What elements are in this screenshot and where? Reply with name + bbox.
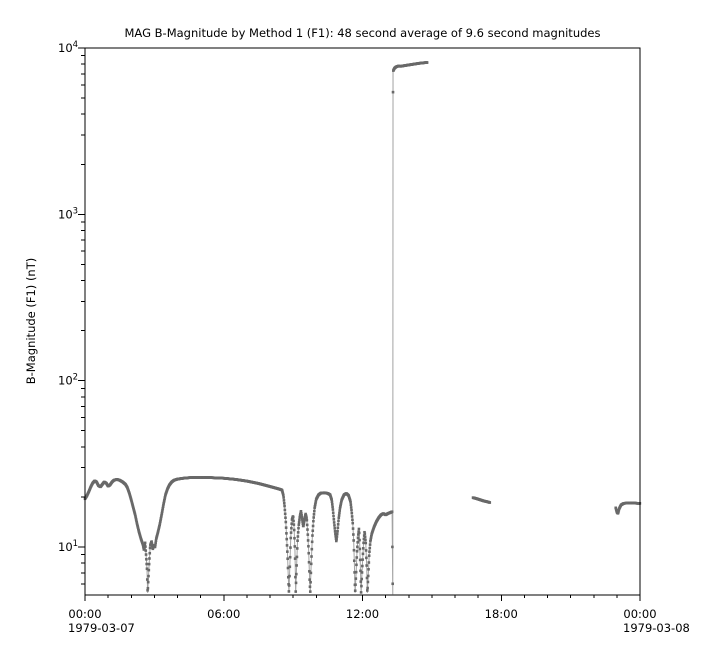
x-tick-label: 00:00 [68, 607, 101, 621]
x-tick-label: 12:00 [346, 607, 379, 621]
data-markers-segment-23h [614, 501, 642, 515]
x-date-label: 1979-03-07 [68, 621, 135, 635]
y-tick-label: 101 [58, 539, 78, 554]
y-tick-label: 103 [58, 206, 78, 221]
axes-layer [78, 47, 641, 601]
data-markers-segment-17h [471, 496, 492, 504]
y-tick-label: 102 [58, 373, 78, 388]
plot-border [84, 47, 641, 596]
x-tick-label: 06:00 [207, 607, 240, 621]
data-layer [83, 61, 642, 595]
chart-title: MAG B-Magnitude by Method 1 (F1): 48 sec… [124, 26, 601, 40]
x-date-label: 1979-03-08 [623, 621, 690, 635]
x-tick-label: 00:00 [623, 607, 656, 621]
y-tick-label: 104 [58, 40, 78, 55]
x-tick-label: 18:00 [485, 607, 518, 621]
data-markers-main-trace-with-jump [83, 61, 429, 594]
